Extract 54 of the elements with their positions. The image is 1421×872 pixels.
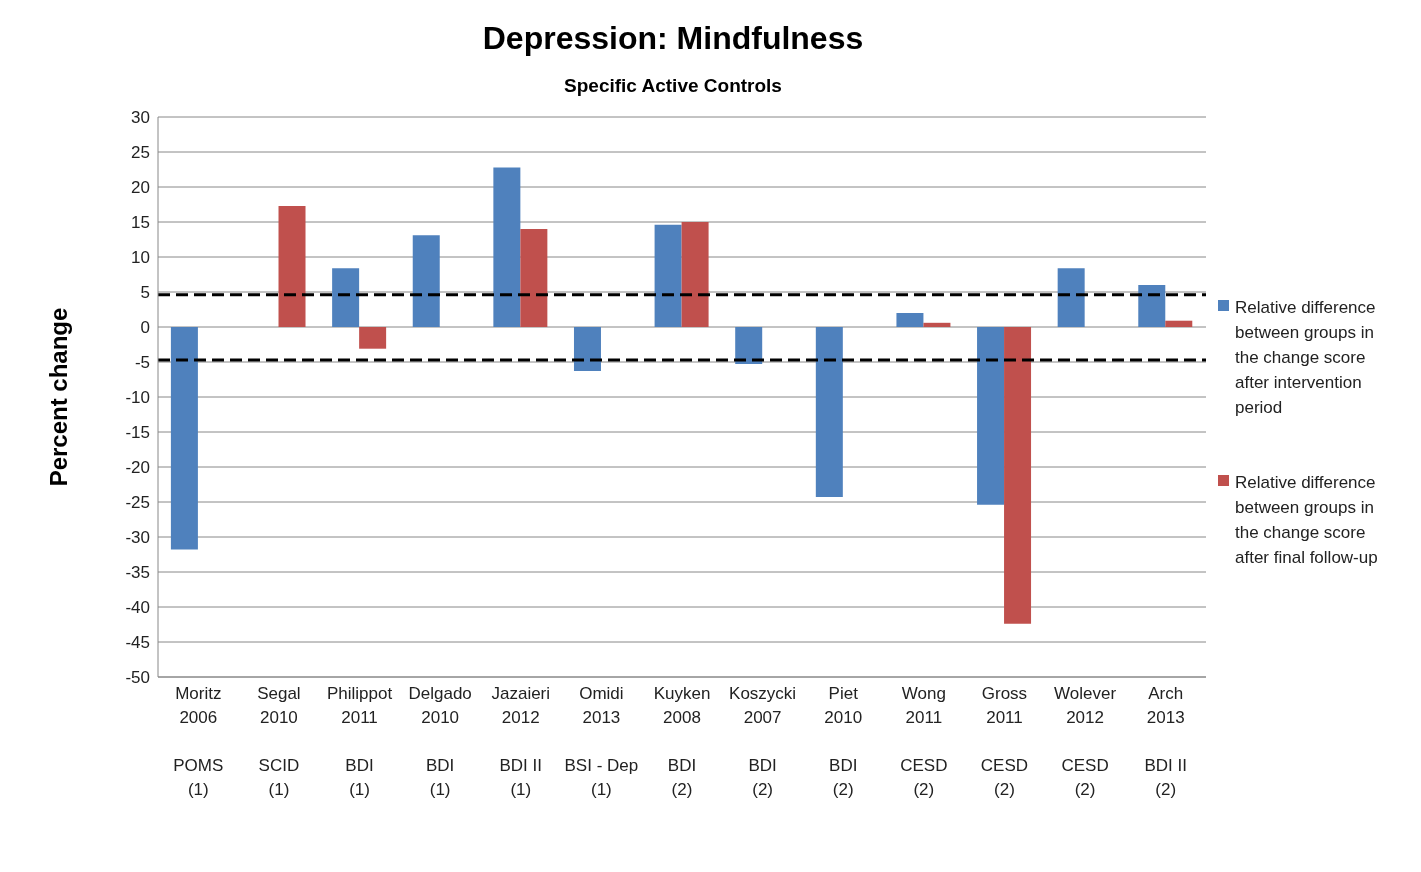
category-label: Wolever 2012 CESD (2): [1054, 684, 1117, 799]
y-tick-label: -50: [125, 668, 150, 688]
chart-subtitle: Specific Active Controls: [563, 75, 783, 97]
y-tick-label: 30: [131, 108, 150, 128]
y-tick-label: 15: [131, 213, 150, 233]
y-tick-label: 10: [131, 248, 150, 268]
bar: [520, 229, 548, 327]
category-label: Delgado 2010 BDI (1): [408, 684, 472, 799]
y-axis-title: Percent change: [44, 307, 72, 487]
bar: [654, 224, 682, 327]
bar: [815, 327, 843, 498]
bar: [1004, 327, 1032, 624]
bar: [1165, 320, 1193, 327]
category-label: Piet 2010 BDI (2): [824, 684, 863, 799]
bar: [573, 327, 601, 372]
category-label: Wong 2011 CESD (2): [900, 684, 948, 799]
y-tick-label: -5: [134, 353, 150, 373]
y-tick-label: -40: [125, 598, 150, 618]
chart-title: Depression: Mindfulness: [481, 19, 865, 57]
category-label: Moritz 2006 POMS (1): [173, 684, 224, 799]
y-tick-label: -20: [125, 458, 150, 478]
category-label: Gross 2011 CESD (2): [980, 684, 1029, 799]
bar: [977, 327, 1005, 505]
bar: [1138, 285, 1166, 327]
bar: [493, 167, 521, 327]
y-tick-label: 20: [131, 178, 150, 198]
category-label: Kuyken 2008 BDI (2): [653, 684, 711, 799]
bar: [359, 327, 387, 349]
legend-label: Relative difference between groups in the change score after intervention period: [1235, 296, 1377, 419]
y-tick-label: -15: [125, 423, 150, 443]
category-label: Jazaieri 2012 BDI II (1): [491, 684, 551, 799]
y-tick-label: -25: [125, 493, 150, 513]
category-label: Philippot 2011 BDI (1): [326, 684, 393, 799]
y-tick-label: -10: [125, 388, 150, 408]
bar: [681, 222, 709, 327]
bar: [412, 235, 440, 327]
y-tick-label: 5: [140, 283, 150, 303]
bar: [278, 205, 306, 327]
bar: [332, 268, 360, 327]
category-label: Koszycki 2007 BDI (2): [729, 684, 797, 799]
category-label: Omidi 2013 BSI - Dep (1): [564, 684, 639, 799]
bar: [735, 327, 763, 365]
y-tick-label: -30: [125, 528, 150, 548]
y-tick-label: -45: [125, 633, 150, 653]
bar: [896, 313, 924, 327]
category-label: Arch 2013 BDI II (2): [1144, 684, 1187, 799]
bar: [1057, 268, 1085, 327]
y-tick-label: 0: [140, 318, 150, 338]
y-tick-label: -35: [125, 563, 150, 583]
bar: [170, 327, 198, 550]
category-label: Segal 2010 SCID (1): [257, 684, 301, 799]
bar: [923, 322, 951, 327]
legend-label: Relative difference between groups in the change score after final follow-up: [1235, 471, 1379, 569]
y-tick-label: 25: [131, 143, 150, 163]
